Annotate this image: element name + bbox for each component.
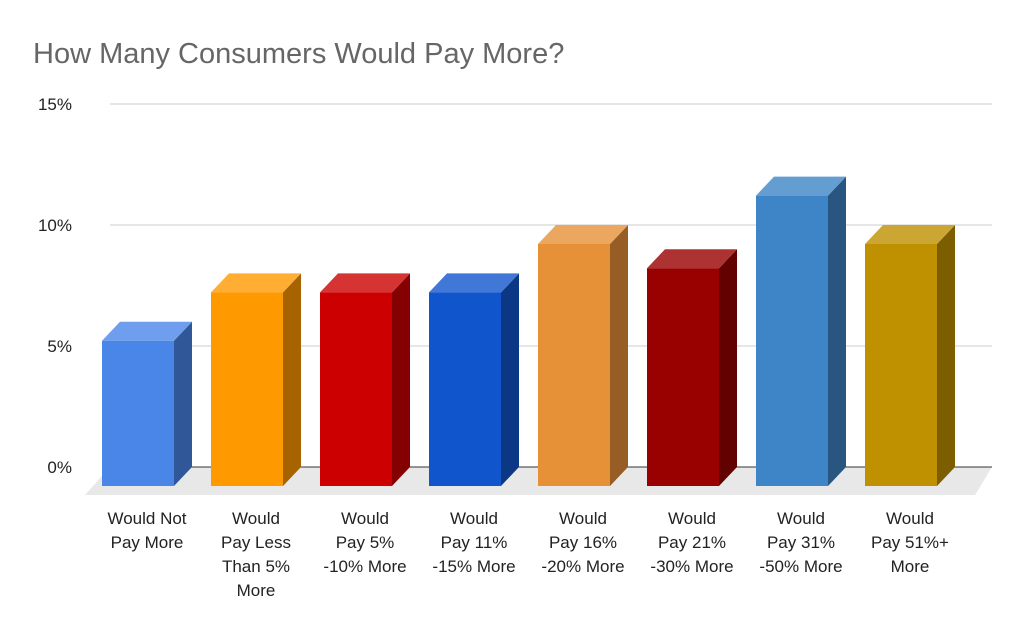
bar <box>102 321 192 486</box>
bar-side <box>283 273 301 486</box>
bar-side <box>937 225 955 486</box>
bar-top <box>756 176 846 196</box>
y-tick-label: 5% <box>47 337 72 356</box>
bar-side <box>719 249 737 486</box>
x-tick-label: Would Pay 21% -30% More <box>650 509 733 576</box>
bar <box>429 273 519 486</box>
bar-top <box>865 225 955 244</box>
chart-title: How Many Consumers Would Pay More? <box>33 38 564 70</box>
x-tick-label: Would Pay 5% -10% More <box>323 509 406 576</box>
bar <box>865 225 955 486</box>
bar <box>538 225 628 486</box>
bar-top <box>429 273 519 293</box>
x-tick-label: Would Pay 51%+ More <box>871 509 949 576</box>
bar-front <box>865 244 937 486</box>
bar-side <box>610 225 628 486</box>
bar-front <box>429 292 501 486</box>
bar-side <box>501 273 519 486</box>
bar-top <box>320 273 410 293</box>
y-tick-label: 0% <box>47 458 72 477</box>
y-tick-label: 10% <box>38 216 72 235</box>
bar-top <box>102 321 192 341</box>
bar-front <box>211 292 283 486</box>
x-tick-label: Would Pay 16% -20% More <box>541 509 624 576</box>
bar-top <box>211 273 301 293</box>
bar <box>211 273 301 486</box>
bar-front <box>538 244 610 486</box>
bar <box>756 176 846 486</box>
bar-top <box>647 249 737 269</box>
bar <box>647 249 737 486</box>
bar-front <box>320 292 392 486</box>
bar-front <box>102 340 174 486</box>
y-tick-label: 15% <box>38 95 72 114</box>
bar-side <box>174 321 192 486</box>
bar-top <box>538 225 628 244</box>
x-tick-label: Would Pay 31% -50% More <box>759 509 842 576</box>
bar-front <box>647 268 719 486</box>
bar <box>320 273 410 486</box>
bar-side <box>392 273 410 486</box>
bar-side <box>828 176 846 486</box>
x-tick-label: Would Pay Less Than 5% More <box>221 509 291 600</box>
x-tick-label: Would Pay 11% -15% More <box>432 509 515 576</box>
x-tick-label: Would Not Pay More <box>107 509 186 552</box>
bar-front <box>756 195 828 486</box>
